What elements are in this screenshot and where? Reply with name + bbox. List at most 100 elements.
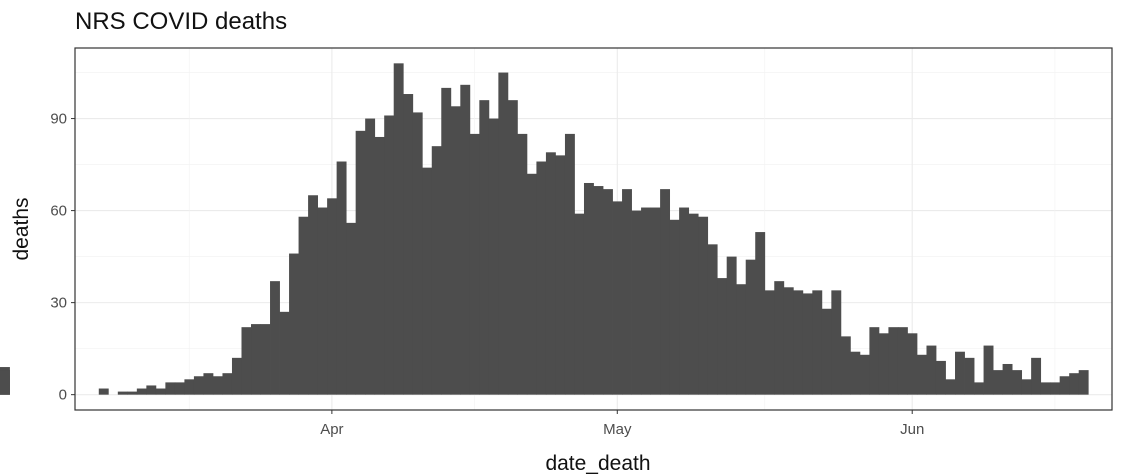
bar — [726, 256, 737, 395]
bar — [802, 293, 813, 395]
x-axis: Apr May Jun — [320, 410, 924, 438]
bar — [983, 345, 994, 395]
bar — [203, 373, 214, 395]
bar — [555, 155, 566, 395]
bar — [488, 118, 499, 395]
bar — [583, 182, 594, 395]
bar — [241, 327, 252, 395]
bar — [688, 213, 699, 395]
bar — [460, 84, 471, 395]
bar — [603, 189, 613, 395]
bar — [745, 259, 756, 395]
bar — [878, 333, 889, 395]
bar — [317, 207, 328, 395]
bar — [916, 354, 927, 395]
bar — [260, 324, 271, 395]
bar — [840, 336, 851, 395]
x-tick-label: Jun — [900, 421, 924, 438]
bar — [1012, 370, 1023, 395]
bar — [707, 244, 718, 395]
bar — [289, 253, 299, 395]
bar — [336, 161, 347, 395]
bar — [393, 63, 404, 395]
bar — [993, 370, 1003, 395]
bar — [698, 216, 709, 395]
bar — [574, 213, 585, 395]
bar — [479, 100, 490, 395]
bar — [251, 324, 261, 395]
bar — [764, 290, 775, 395]
bar — [117, 391, 128, 395]
bar — [0, 376, 10, 395]
bar — [793, 290, 804, 395]
bar — [374, 136, 385, 395]
bar — [174, 382, 185, 395]
bar — [412, 112, 423, 395]
bar — [1002, 363, 1013, 395]
bar — [812, 290, 823, 395]
bar — [774, 281, 785, 395]
bar — [498, 72, 509, 395]
bar — [755, 232, 766, 395]
bar — [231, 357, 242, 395]
bar — [564, 133, 575, 395]
bar — [641, 207, 651, 395]
bar — [155, 388, 166, 395]
bar — [622, 189, 632, 395]
bar — [888, 327, 899, 395]
y-tick-label: 90 — [50, 111, 67, 128]
y-tick-label: 60 — [50, 203, 67, 220]
bar — [831, 290, 842, 395]
bar — [365, 118, 376, 395]
bar — [127, 391, 138, 395]
bar — [346, 222, 357, 395]
bar — [308, 195, 319, 395]
bar — [1078, 370, 1089, 395]
bar — [136, 388, 147, 395]
bar — [593, 186, 604, 395]
bar — [679, 207, 690, 395]
bar — [1059, 376, 1070, 395]
bar — [945, 379, 956, 395]
bar — [222, 373, 233, 395]
y-tick-label: 0 — [59, 387, 67, 404]
bar — [1031, 357, 1042, 395]
bar — [193, 376, 204, 395]
bar — [907, 333, 918, 395]
bar — [450, 106, 461, 395]
bar — [545, 152, 556, 395]
bar — [897, 327, 908, 395]
bar — [650, 207, 661, 395]
bar — [736, 284, 747, 395]
bar — [974, 382, 984, 395]
bar — [821, 308, 832, 395]
bar — [165, 382, 176, 395]
bar — [327, 198, 338, 395]
x-axis-title: date_death — [545, 452, 650, 475]
bar — [783, 287, 794, 395]
bar — [859, 354, 870, 395]
bar — [935, 360, 946, 395]
bar — [431, 146, 442, 395]
bar — [612, 201, 623, 395]
bar — [1050, 382, 1061, 395]
bar — [926, 345, 937, 395]
bar — [422, 167, 433, 395]
bar — [955, 351, 965, 395]
bar — [212, 376, 223, 395]
bar — [507, 100, 518, 395]
bar — [441, 87, 452, 395]
bar — [717, 278, 728, 395]
x-tick-label: Apr — [320, 421, 343, 438]
bar — [1040, 382, 1051, 395]
bar — [669, 219, 680, 395]
bar — [384, 115, 395, 395]
bar — [1069, 373, 1080, 395]
bar — [660, 189, 671, 395]
bar — [270, 281, 280, 395]
y-axis-title: deaths — [10, 197, 33, 260]
bar — [526, 173, 537, 395]
bar — [184, 379, 195, 395]
bar — [869, 327, 880, 395]
